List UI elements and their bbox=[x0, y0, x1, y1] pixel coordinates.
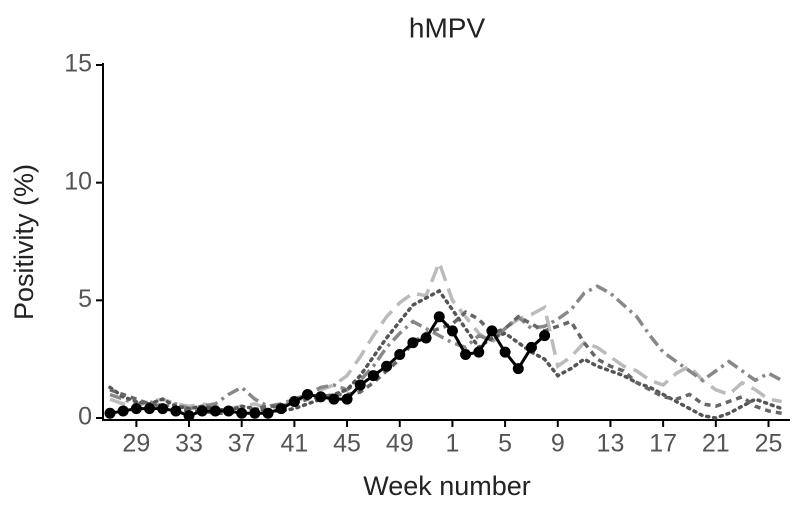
data-point bbox=[170, 405, 182, 417]
data-point bbox=[354, 379, 366, 391]
data-point bbox=[288, 396, 300, 408]
x-tick-label: 21 bbox=[702, 430, 730, 458]
y-tick-label: 10 bbox=[64, 167, 92, 195]
series-line bbox=[109, 284, 783, 411]
x-tick-label: 45 bbox=[333, 430, 361, 458]
x-tick-label: 37 bbox=[228, 430, 256, 458]
x-tick-label: 41 bbox=[280, 430, 308, 458]
data-point bbox=[130, 403, 142, 415]
data-point bbox=[499, 346, 511, 358]
data-point bbox=[196, 405, 208, 417]
data-point bbox=[367, 370, 379, 382]
data-point bbox=[446, 325, 458, 337]
data-point bbox=[183, 410, 195, 422]
data-point bbox=[460, 348, 472, 360]
data-point bbox=[512, 363, 524, 375]
data-point bbox=[407, 337, 419, 349]
series-line bbox=[109, 257, 782, 411]
data-point bbox=[157, 403, 169, 415]
data-point bbox=[420, 332, 432, 344]
data-point bbox=[249, 407, 261, 419]
data-point bbox=[236, 407, 248, 419]
chart-title: hMPV bbox=[409, 12, 486, 43]
y-tick-label: 15 bbox=[64, 50, 92, 78]
data-point bbox=[486, 325, 498, 337]
x-tick-label: 29 bbox=[122, 430, 150, 458]
y-axis-label: Positivity (%) bbox=[9, 164, 39, 320]
x-tick-label: 17 bbox=[649, 430, 677, 458]
x-tick-label: 5 bbox=[498, 430, 512, 458]
data-point bbox=[394, 348, 406, 360]
data-point bbox=[525, 341, 537, 353]
x-tick-label: 1 bbox=[445, 430, 459, 458]
y-tick-label: 0 bbox=[78, 403, 92, 431]
x-tick-label: 49 bbox=[386, 430, 414, 458]
data-point bbox=[104, 407, 116, 419]
data-point bbox=[223, 405, 235, 417]
data-point bbox=[275, 403, 287, 415]
y-tick-label: 5 bbox=[78, 285, 92, 313]
data-point bbox=[315, 391, 327, 403]
series-line bbox=[109, 314, 546, 418]
data-point bbox=[144, 403, 156, 415]
data-point bbox=[433, 311, 445, 323]
x-tick-label: 9 bbox=[551, 430, 565, 458]
data-point bbox=[473, 346, 485, 358]
series-line bbox=[109, 309, 782, 416]
data-point bbox=[302, 388, 314, 400]
data-point bbox=[328, 393, 340, 405]
data-point bbox=[539, 330, 551, 342]
x-tick-label: 33 bbox=[175, 430, 203, 458]
x-tick-label: 25 bbox=[755, 430, 783, 458]
data-point bbox=[209, 405, 221, 417]
data-point bbox=[262, 407, 274, 419]
x-tick-label: 13 bbox=[597, 430, 625, 458]
data-point bbox=[341, 393, 353, 405]
x-axis-label: Week number bbox=[363, 471, 531, 501]
data-point bbox=[381, 360, 393, 372]
data-point bbox=[117, 405, 129, 417]
